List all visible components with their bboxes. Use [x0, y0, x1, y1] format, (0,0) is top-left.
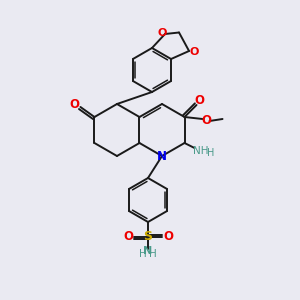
Text: H: H: [207, 148, 214, 158]
Text: O: O: [189, 47, 199, 57]
Text: NH: NH: [193, 146, 208, 156]
Text: O: O: [123, 230, 133, 244]
Text: N: N: [143, 246, 153, 256]
Text: H: H: [139, 249, 147, 259]
Text: O: O: [70, 98, 80, 112]
Text: O: O: [163, 230, 173, 244]
Text: O: O: [194, 94, 205, 106]
Text: H: H: [149, 249, 157, 259]
Text: N: N: [157, 149, 167, 163]
Text: O: O: [202, 115, 212, 128]
Text: O: O: [157, 28, 167, 38]
Text: S: S: [143, 230, 152, 244]
